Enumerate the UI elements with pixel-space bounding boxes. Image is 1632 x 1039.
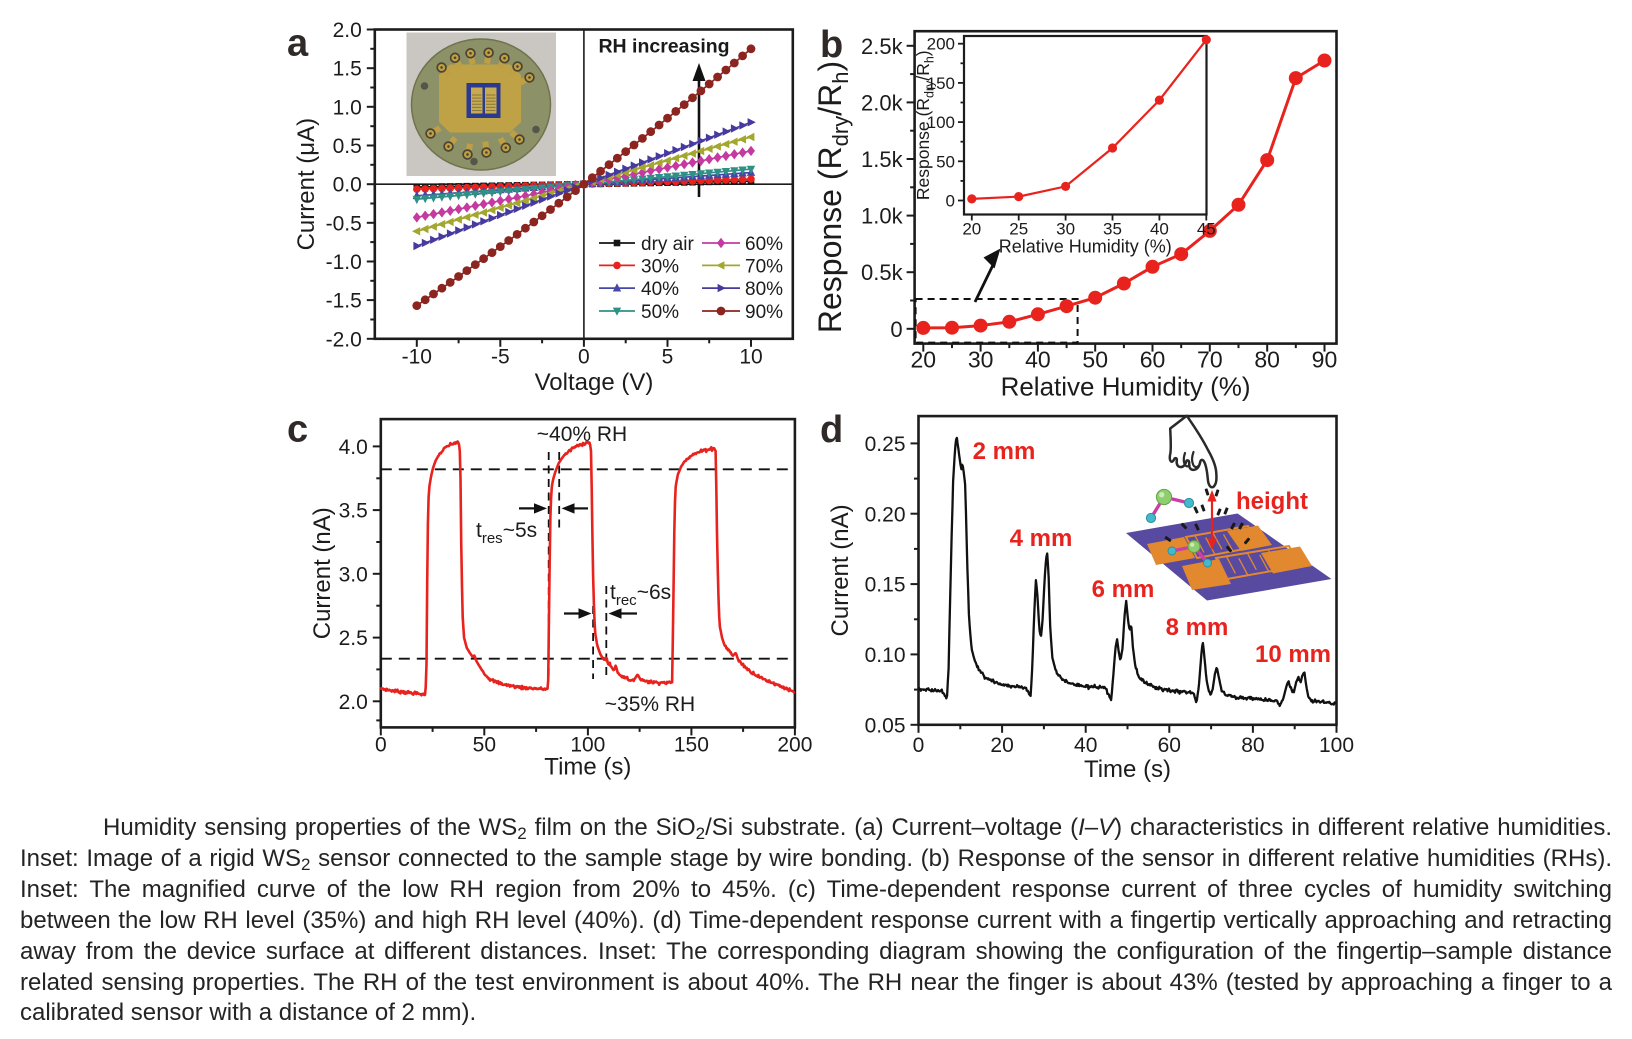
svg-text:25: 25 xyxy=(1009,220,1028,239)
svg-text:0: 0 xyxy=(913,734,925,757)
svg-text:100: 100 xyxy=(1319,734,1354,757)
svg-text:2.0: 2.0 xyxy=(339,691,368,714)
svg-text:1.0k: 1.0k xyxy=(861,204,904,229)
svg-text:30%: 30% xyxy=(641,256,679,277)
svg-text:6 mm: 6 mm xyxy=(1092,576,1155,603)
svg-text:2 mm: 2 mm xyxy=(973,438,1036,465)
svg-text:2.5: 2.5 xyxy=(339,627,368,650)
svg-text:40%: 40% xyxy=(641,279,679,300)
svg-text:0: 0 xyxy=(375,733,387,756)
svg-text:-10: -10 xyxy=(402,345,432,368)
svg-text:70: 70 xyxy=(1197,347,1223,373)
svg-text:0.5k: 0.5k xyxy=(861,260,904,285)
svg-text:1.5: 1.5 xyxy=(333,58,362,81)
svg-text:70%: 70% xyxy=(745,256,783,277)
svg-text:50: 50 xyxy=(1082,347,1108,373)
svg-text:8 mm: 8 mm xyxy=(1166,614,1229,641)
svg-text:50: 50 xyxy=(473,733,496,756)
svg-text:150: 150 xyxy=(674,733,709,756)
svg-text:35: 35 xyxy=(1103,220,1122,239)
svg-text:80%: 80% xyxy=(745,279,783,300)
svg-text:80: 80 xyxy=(1254,347,1280,373)
svg-text:3.0: 3.0 xyxy=(339,563,368,586)
svg-text:20: 20 xyxy=(962,220,981,239)
svg-text:2.0k: 2.0k xyxy=(861,90,904,115)
svg-text:1.5k: 1.5k xyxy=(861,147,904,172)
svg-text:5: 5 xyxy=(662,345,674,368)
svg-text:Relative Humidity (%): Relative Humidity (%) xyxy=(999,237,1172,257)
svg-text:tres~5s: tres~5s xyxy=(476,519,537,547)
svg-text:60: 60 xyxy=(1140,347,1166,373)
svg-text:-5: -5 xyxy=(491,345,510,368)
svg-text:45: 45 xyxy=(1197,220,1216,239)
svg-text:Current (nA): Current (nA) xyxy=(309,507,336,639)
svg-text:trec~6s: trec~6s xyxy=(610,581,671,609)
svg-text:40: 40 xyxy=(1025,347,1051,373)
svg-text:c: c xyxy=(287,409,308,451)
svg-text:Current (μA): Current (μA) xyxy=(293,118,320,251)
svg-text:RH increasing: RH increasing xyxy=(598,36,729,58)
svg-text:Current (nA): Current (nA) xyxy=(827,504,854,636)
svg-text:Response (Rdry/Rh): Response (Rdry/Rh) xyxy=(812,61,853,333)
svg-text:50%: 50% xyxy=(641,302,679,323)
svg-text:~35% RH: ~35% RH xyxy=(605,693,695,716)
svg-text:20: 20 xyxy=(990,734,1013,757)
svg-text:Voltage (V): Voltage (V) xyxy=(535,369,654,396)
svg-text:0.05: 0.05 xyxy=(865,714,906,737)
svg-text:-1.0: -1.0 xyxy=(326,251,362,274)
svg-text:Time (s): Time (s) xyxy=(1084,756,1171,783)
svg-text:~40% RH: ~40% RH xyxy=(537,423,627,446)
svg-text:150: 150 xyxy=(927,74,955,93)
svg-text:30: 30 xyxy=(968,347,994,373)
svg-text:0: 0 xyxy=(578,345,590,368)
svg-text:40: 40 xyxy=(1150,220,1169,239)
svg-text:50: 50 xyxy=(936,152,955,171)
svg-text:0.25: 0.25 xyxy=(865,433,906,456)
svg-text:-2.0: -2.0 xyxy=(326,328,362,351)
svg-text:10 mm: 10 mm xyxy=(1255,641,1331,668)
svg-text:100: 100 xyxy=(927,113,955,132)
svg-text:40: 40 xyxy=(1074,734,1097,757)
svg-text:0.0: 0.0 xyxy=(333,174,362,197)
svg-text:4 mm: 4 mm xyxy=(1010,525,1073,552)
svg-text:0.15: 0.15 xyxy=(865,574,906,597)
svg-text:2.0: 2.0 xyxy=(333,19,362,42)
svg-text:2.5k: 2.5k xyxy=(861,34,904,59)
svg-text:0.20: 0.20 xyxy=(865,503,906,526)
svg-text:0: 0 xyxy=(946,192,955,211)
svg-text:90: 90 xyxy=(1312,347,1338,373)
svg-text:1.0: 1.0 xyxy=(333,96,362,119)
svg-text:dry air: dry air xyxy=(641,234,694,255)
svg-text:0: 0 xyxy=(890,317,902,342)
svg-text:80: 80 xyxy=(1241,734,1264,757)
svg-text:Relative Humidity (%): Relative Humidity (%) xyxy=(1001,372,1251,402)
svg-text:200: 200 xyxy=(777,733,812,756)
svg-text:200: 200 xyxy=(927,35,955,54)
svg-text:-0.5: -0.5 xyxy=(326,212,362,235)
svg-text:0.10: 0.10 xyxy=(865,644,906,667)
svg-text:20: 20 xyxy=(911,347,937,373)
svg-text:b: b xyxy=(820,24,843,66)
svg-text:-1.5: -1.5 xyxy=(326,290,362,313)
svg-text:0.5: 0.5 xyxy=(333,135,362,158)
svg-text:60: 60 xyxy=(1158,734,1181,757)
svg-text:a: a xyxy=(287,23,309,65)
svg-text:10: 10 xyxy=(739,345,762,368)
svg-text:Time (s): Time (s) xyxy=(544,753,631,780)
svg-text:Response (Rdry/Rh): Response (Rdry/Rh) xyxy=(913,50,937,200)
svg-text:4.0: 4.0 xyxy=(339,436,368,459)
svg-text:90%: 90% xyxy=(745,302,783,323)
svg-text:d: d xyxy=(820,409,843,451)
svg-text:60%: 60% xyxy=(745,234,783,255)
svg-text:100: 100 xyxy=(570,733,605,756)
svg-text:3.5: 3.5 xyxy=(339,500,368,523)
svg-text:height: height xyxy=(1236,488,1308,515)
svg-text:30: 30 xyxy=(1056,220,1075,239)
